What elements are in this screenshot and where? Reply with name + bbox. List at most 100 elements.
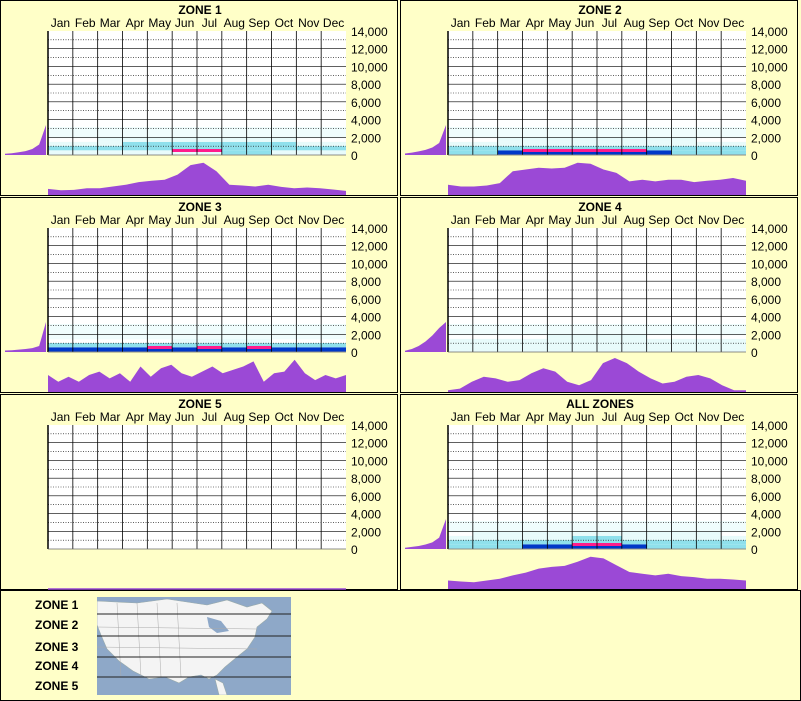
month-tick-label: Sep	[248, 410, 270, 424]
month-tick-label: Mar	[500, 16, 521, 30]
peak-marker	[572, 149, 597, 152]
heat-cell	[696, 544, 722, 549]
heat-cell	[671, 141, 697, 147]
heat-cell	[497, 540, 523, 545]
heat-cell	[172, 141, 197, 147]
heat-cell	[246, 141, 272, 147]
month-tick-label: Oct	[275, 213, 294, 227]
heat-cell	[246, 347, 272, 352]
zone-chart-svg: ZONE 1 Jan Feb Mar Apr May Jun Jul Aug Sep Oct Nov D…	[5, 3, 388, 195]
heat-cell	[522, 150, 548, 155]
heat-cell	[621, 347, 647, 352]
heat-haze-cell	[197, 127, 222, 139]
heat-cell	[572, 347, 597, 352]
heat-haze-cell	[696, 521, 722, 533]
state-border	[116, 602, 122, 678]
heat-haze-cell	[172, 127, 197, 139]
peak-marker	[621, 149, 647, 152]
heat-haze-cell	[472, 521, 498, 533]
heat-haze-cell	[221, 324, 247, 340]
month-tick-label: Aug	[224, 16, 245, 30]
heat-cell	[597, 531, 622, 536]
heat-cell	[122, 150, 148, 155]
heat-cell	[122, 141, 148, 147]
heat-cell	[522, 531, 548, 536]
month-tick-label: Nov	[698, 16, 719, 30]
heat-haze-cell	[721, 127, 746, 139]
heat-haze-cell	[547, 127, 573, 139]
heat-cell	[472, 343, 498, 348]
heat-cell	[671, 146, 697, 151]
month-tick-label: Jan	[51, 16, 70, 30]
seasonal-profile-area	[48, 162, 346, 195]
heat-cell	[721, 540, 746, 545]
month-tick-label: Dec	[723, 213, 744, 227]
heat-cell	[472, 347, 498, 352]
heat-cell	[48, 150, 73, 155]
heat-cell	[597, 343, 622, 348]
heat-cell	[597, 338, 622, 344]
state-border	[176, 602, 182, 678]
zone-panel: ALL ZONES Jan Feb Mar Apr May Jun Jul Aug Sep Oct N…	[400, 394, 798, 590]
heat-cell	[547, 347, 573, 352]
elevation-tick-label: 0	[351, 149, 358, 163]
heat-cell	[271, 146, 297, 151]
elevation-tick-label: 4,000	[751, 311, 781, 325]
heat-haze-cell	[197, 324, 222, 340]
heat-haze-cell	[671, 127, 697, 139]
heat-haze-cell	[97, 324, 123, 340]
heat-cell	[721, 338, 746, 344]
heat-cell	[197, 137, 222, 142]
month-tick-label: Dec	[723, 410, 744, 424]
heat-cell	[246, 146, 272, 151]
heat-cell	[547, 137, 573, 142]
month-tick-label: Jun	[175, 213, 194, 227]
elevation-distribution-area	[405, 519, 446, 549]
heat-cell	[48, 343, 73, 348]
heat-cell	[72, 343, 98, 348]
month-tick-label: Sep	[648, 16, 670, 30]
heat-haze-cell	[147, 324, 173, 340]
heat-cell	[547, 338, 573, 344]
heat-cell	[448, 540, 473, 545]
peak-marker	[197, 149, 222, 152]
month-tick-label: Mar	[100, 16, 121, 30]
month-tick-label: Jun	[175, 16, 194, 30]
month-tick-label: Oct	[675, 410, 694, 424]
month-tick-label: Jan	[451, 410, 470, 424]
heat-cell	[522, 540, 548, 545]
heat-haze-cell	[646, 521, 672, 533]
heat-cell	[271, 347, 297, 352]
heat-haze-cell	[448, 324, 473, 336]
chart-title: ZONE 3	[178, 200, 222, 214]
heat-cell	[197, 146, 222, 151]
month-tick-label: Dec	[723, 16, 744, 30]
elevation-tick-label: 0	[751, 543, 758, 557]
elevation-tick-label: 4,000	[751, 508, 781, 522]
heat-cell	[547, 531, 573, 536]
heat-cell	[597, 150, 622, 155]
heat-cell	[671, 137, 697, 142]
zone-map-image	[97, 597, 291, 695]
heat-cell	[621, 338, 647, 344]
zone-legend-label: ZONE 3	[35, 640, 79, 654]
heat-cell	[197, 338, 222, 344]
heat-cell	[646, 347, 672, 352]
heat-cell	[621, 343, 647, 348]
elevation-tick-label: 2,000	[351, 131, 381, 145]
heat-haze-cell	[646, 324, 672, 336]
heat-cell	[621, 146, 647, 151]
month-tick-label: Apr	[126, 213, 145, 227]
heat-cell	[597, 544, 622, 549]
heat-cell	[448, 150, 473, 155]
heat-cell	[522, 146, 548, 151]
heat-cell	[122, 347, 148, 352]
month-tick-label: Jul	[202, 213, 217, 227]
heat-cell	[597, 540, 622, 545]
heat-cell	[572, 146, 597, 151]
heat-haze-cell	[122, 127, 148, 139]
heat-cell	[522, 141, 548, 147]
heat-haze-cell	[497, 127, 523, 139]
heat-haze-cell	[572, 127, 597, 139]
